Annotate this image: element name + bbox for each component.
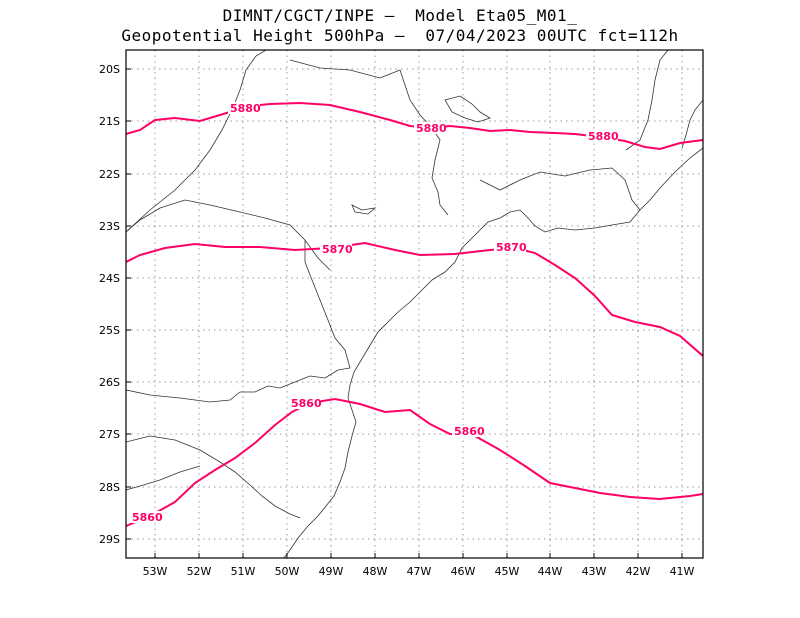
river-parana [126,50,267,233]
lat-label: 28S [99,481,120,494]
reservoir [444,95,491,123]
coastlines-and-borders [126,50,703,558]
northeast-coast [681,99,703,149]
border-sc-west [126,465,201,491]
latitude-labels: 20S 21S 22S 23S 24S 25S 26S 27S 28S 29S [99,63,120,546]
border-sp-mg [289,59,449,216]
lat-label: 20S [99,63,120,76]
border-pr-sc [126,367,351,403]
contour-label-5880-c: 5880 [588,130,619,143]
lon-label: 50W [275,565,300,578]
lat-label: 29S [99,533,120,546]
lat-label: 24S [99,272,120,285]
contour-label-5860-a: 5860 [291,397,322,410]
lon-label: 52W [187,565,212,578]
title-line-1: DIMNT/CGCT/INPE – Model Eta05_M01_ [222,6,578,25]
lon-label: 43W [582,565,607,578]
lon-label: 49W [319,565,344,578]
lat-label: 25S [99,324,120,337]
contour-label-5880-a: 5880 [230,102,261,115]
border-sc-rs [126,435,301,519]
contours: 5880 5880 5880 5870 5870 5860 5860 5860 [126,101,703,527]
lon-label: 41W [670,565,695,578]
lagoon [351,204,377,215]
title-line-2: Geopotential Height 500hPa – 07/04/2023 … [121,26,679,45]
contour-labels: 5880 5880 5880 5870 5870 5860 5860 5860 [130,102,619,524]
contour-label-5870-a: 5870 [322,243,353,256]
lon-label: 45W [495,565,520,578]
border-pr-sp [304,240,351,369]
state-border-north [126,199,331,271]
longitude-labels: 53W 52W 51W 50W 49W 48W 47W 46W 45W 44W … [143,565,695,578]
lat-label: 26S [99,376,120,389]
contour-label-5860-c: 5860 [132,511,163,524]
lon-label: 42W [626,565,651,578]
atlantic-coastline [283,147,703,558]
gridlines [126,50,703,558]
plot-frame [125,49,704,559]
contour-5860 [126,397,703,527]
border-mg-rj [479,167,641,211]
lon-label: 51W [231,565,256,578]
lat-label: 23S [99,220,120,233]
lon-label: 47W [407,565,432,578]
contour-5870 [126,241,703,357]
lat-label: 27S [99,428,120,441]
contour-label-5860-b: 5860 [454,425,485,438]
lat-label: 21S [99,115,120,128]
contour-label-5880-b: 5880 [416,122,447,135]
lon-label: 48W [363,565,388,578]
lat-label: 22S [99,168,120,181]
border-mg-es [625,50,669,151]
contour-label-5870-b: 5870 [496,241,527,254]
lon-label: 46W [451,565,476,578]
lon-label: 53W [143,565,168,578]
tick-marks [126,68,683,558]
lon-label: 44W [538,565,563,578]
